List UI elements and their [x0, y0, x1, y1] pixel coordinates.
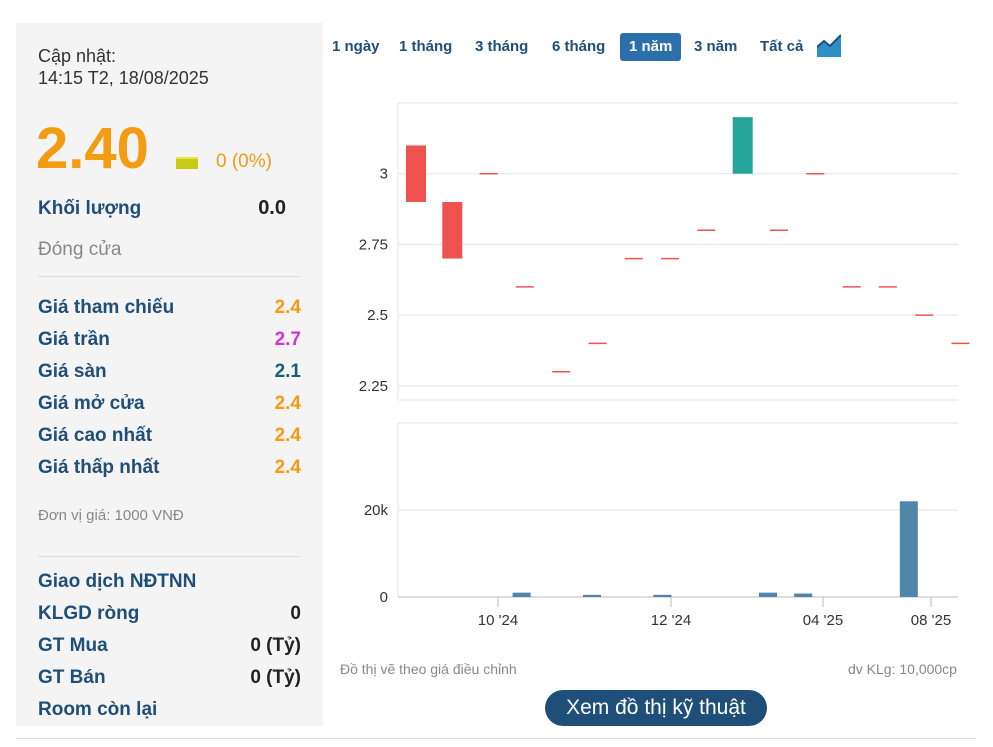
tab-1-day[interactable]: 1 ngày	[332, 38, 380, 55]
divider	[38, 276, 300, 277]
volume-bar	[512, 592, 531, 597]
volume-bar	[759, 592, 777, 597]
tab-3-years[interactable]: 3 năm	[694, 38, 738, 55]
reference-square-icon	[176, 157, 198, 169]
divider	[38, 556, 300, 557]
price-row-value: 2.4	[274, 297, 301, 318]
volume-tick-label: 0	[380, 589, 388, 606]
update-time: 14:15 T2, 18/08/2025	[38, 68, 209, 88]
price-tick-label: 2.5	[367, 307, 388, 324]
room-label: Room còn lại	[38, 699, 158, 720]
price-row-value: 2.4	[274, 457, 301, 478]
summary-panel: Cập nhật: 14:15 T2, 18/08/2025 2.40 0 (0…	[16, 23, 323, 726]
buy-value: 0 (Tỷ)	[250, 635, 301, 656]
price-change: 0 (0%)	[216, 151, 272, 172]
price-row-label: Giá tham chiếu	[38, 297, 175, 318]
area-chart-icon[interactable]	[817, 33, 841, 57]
price-row-value: 2.4	[274, 425, 301, 446]
volume-unit-note: dv KLg: 10,000cp	[848, 661, 957, 677]
volume-bar	[899, 501, 918, 597]
x-tick-label: 12 '24	[651, 612, 691, 629]
volume-bar	[653, 594, 672, 597]
tab-3-months[interactable]: 3 tháng	[475, 38, 529, 55]
price-row-value: 2.7	[274, 329, 301, 350]
price-row-label: Giá thấp nhất	[38, 457, 160, 478]
candle	[732, 117, 753, 174]
net-value: 0	[290, 603, 301, 624]
tab-1-month[interactable]: 1 tháng	[399, 38, 453, 55]
x-tick-label: 08 '25	[911, 612, 951, 629]
price-row-label: Giá trần	[38, 329, 110, 350]
volume-label: Khối lượng	[38, 198, 142, 219]
price-chart: 2.25 2.5 2.75 3	[359, 102, 970, 401]
volume-chart: 0 20k 10 '24 12 '24 04 '25 08 '25	[364, 422, 958, 629]
tab-6-months[interactable]: 6 tháng	[552, 38, 606, 55]
divider	[16, 738, 976, 739]
price-tick-label: 3	[380, 166, 388, 183]
volume-bar	[794, 593, 813, 597]
price-row-value: 2.1	[274, 361, 301, 382]
volume-tick-label: 20k	[364, 502, 389, 519]
candle	[406, 145, 426, 202]
close-label: Đóng cửa	[38, 239, 122, 260]
sell-label: GT Bán	[38, 667, 106, 688]
price-tick-label: 2.25	[359, 378, 388, 395]
price-row-value: 2.4	[274, 393, 301, 414]
price-tick-label: 2.75	[359, 236, 388, 253]
volume-value: 0.0	[258, 197, 286, 219]
tab-all[interactable]: Tất cả	[760, 38, 804, 55]
foreign-title: Giao dịch NĐTNN	[38, 571, 197, 592]
price-row-label: Giá cao nhất	[38, 425, 153, 446]
update-info: Cập nhật: 14:15 T2, 18/08/2025	[38, 45, 209, 89]
candle	[442, 202, 463, 259]
technical-chart-button[interactable]: Xem đồ thị kỹ thuật	[545, 690, 767, 726]
update-label: Cập nhật:	[38, 46, 117, 66]
tab-1-year[interactable]: 1 năm	[620, 33, 682, 61]
price-row-label: Giá sàn	[38, 361, 107, 382]
adjusted-note: Đồ thị vẽ theo giá điều chỉnh	[340, 661, 517, 677]
sell-value: 0 (Tỷ)	[250, 667, 301, 688]
volume-bar	[583, 594, 601, 597]
x-tick-label: 04 '25	[803, 612, 843, 629]
current-price: 2.40	[36, 116, 149, 181]
price-row-label: Giá mở cửa	[38, 393, 145, 414]
unit-note: Đơn vị giá: 1000 VNĐ	[38, 507, 184, 524]
x-tick-label: 10 '24	[478, 612, 518, 629]
buy-label: GT Mua	[38, 635, 108, 656]
net-label: KLGD ròng	[38, 603, 140, 624]
